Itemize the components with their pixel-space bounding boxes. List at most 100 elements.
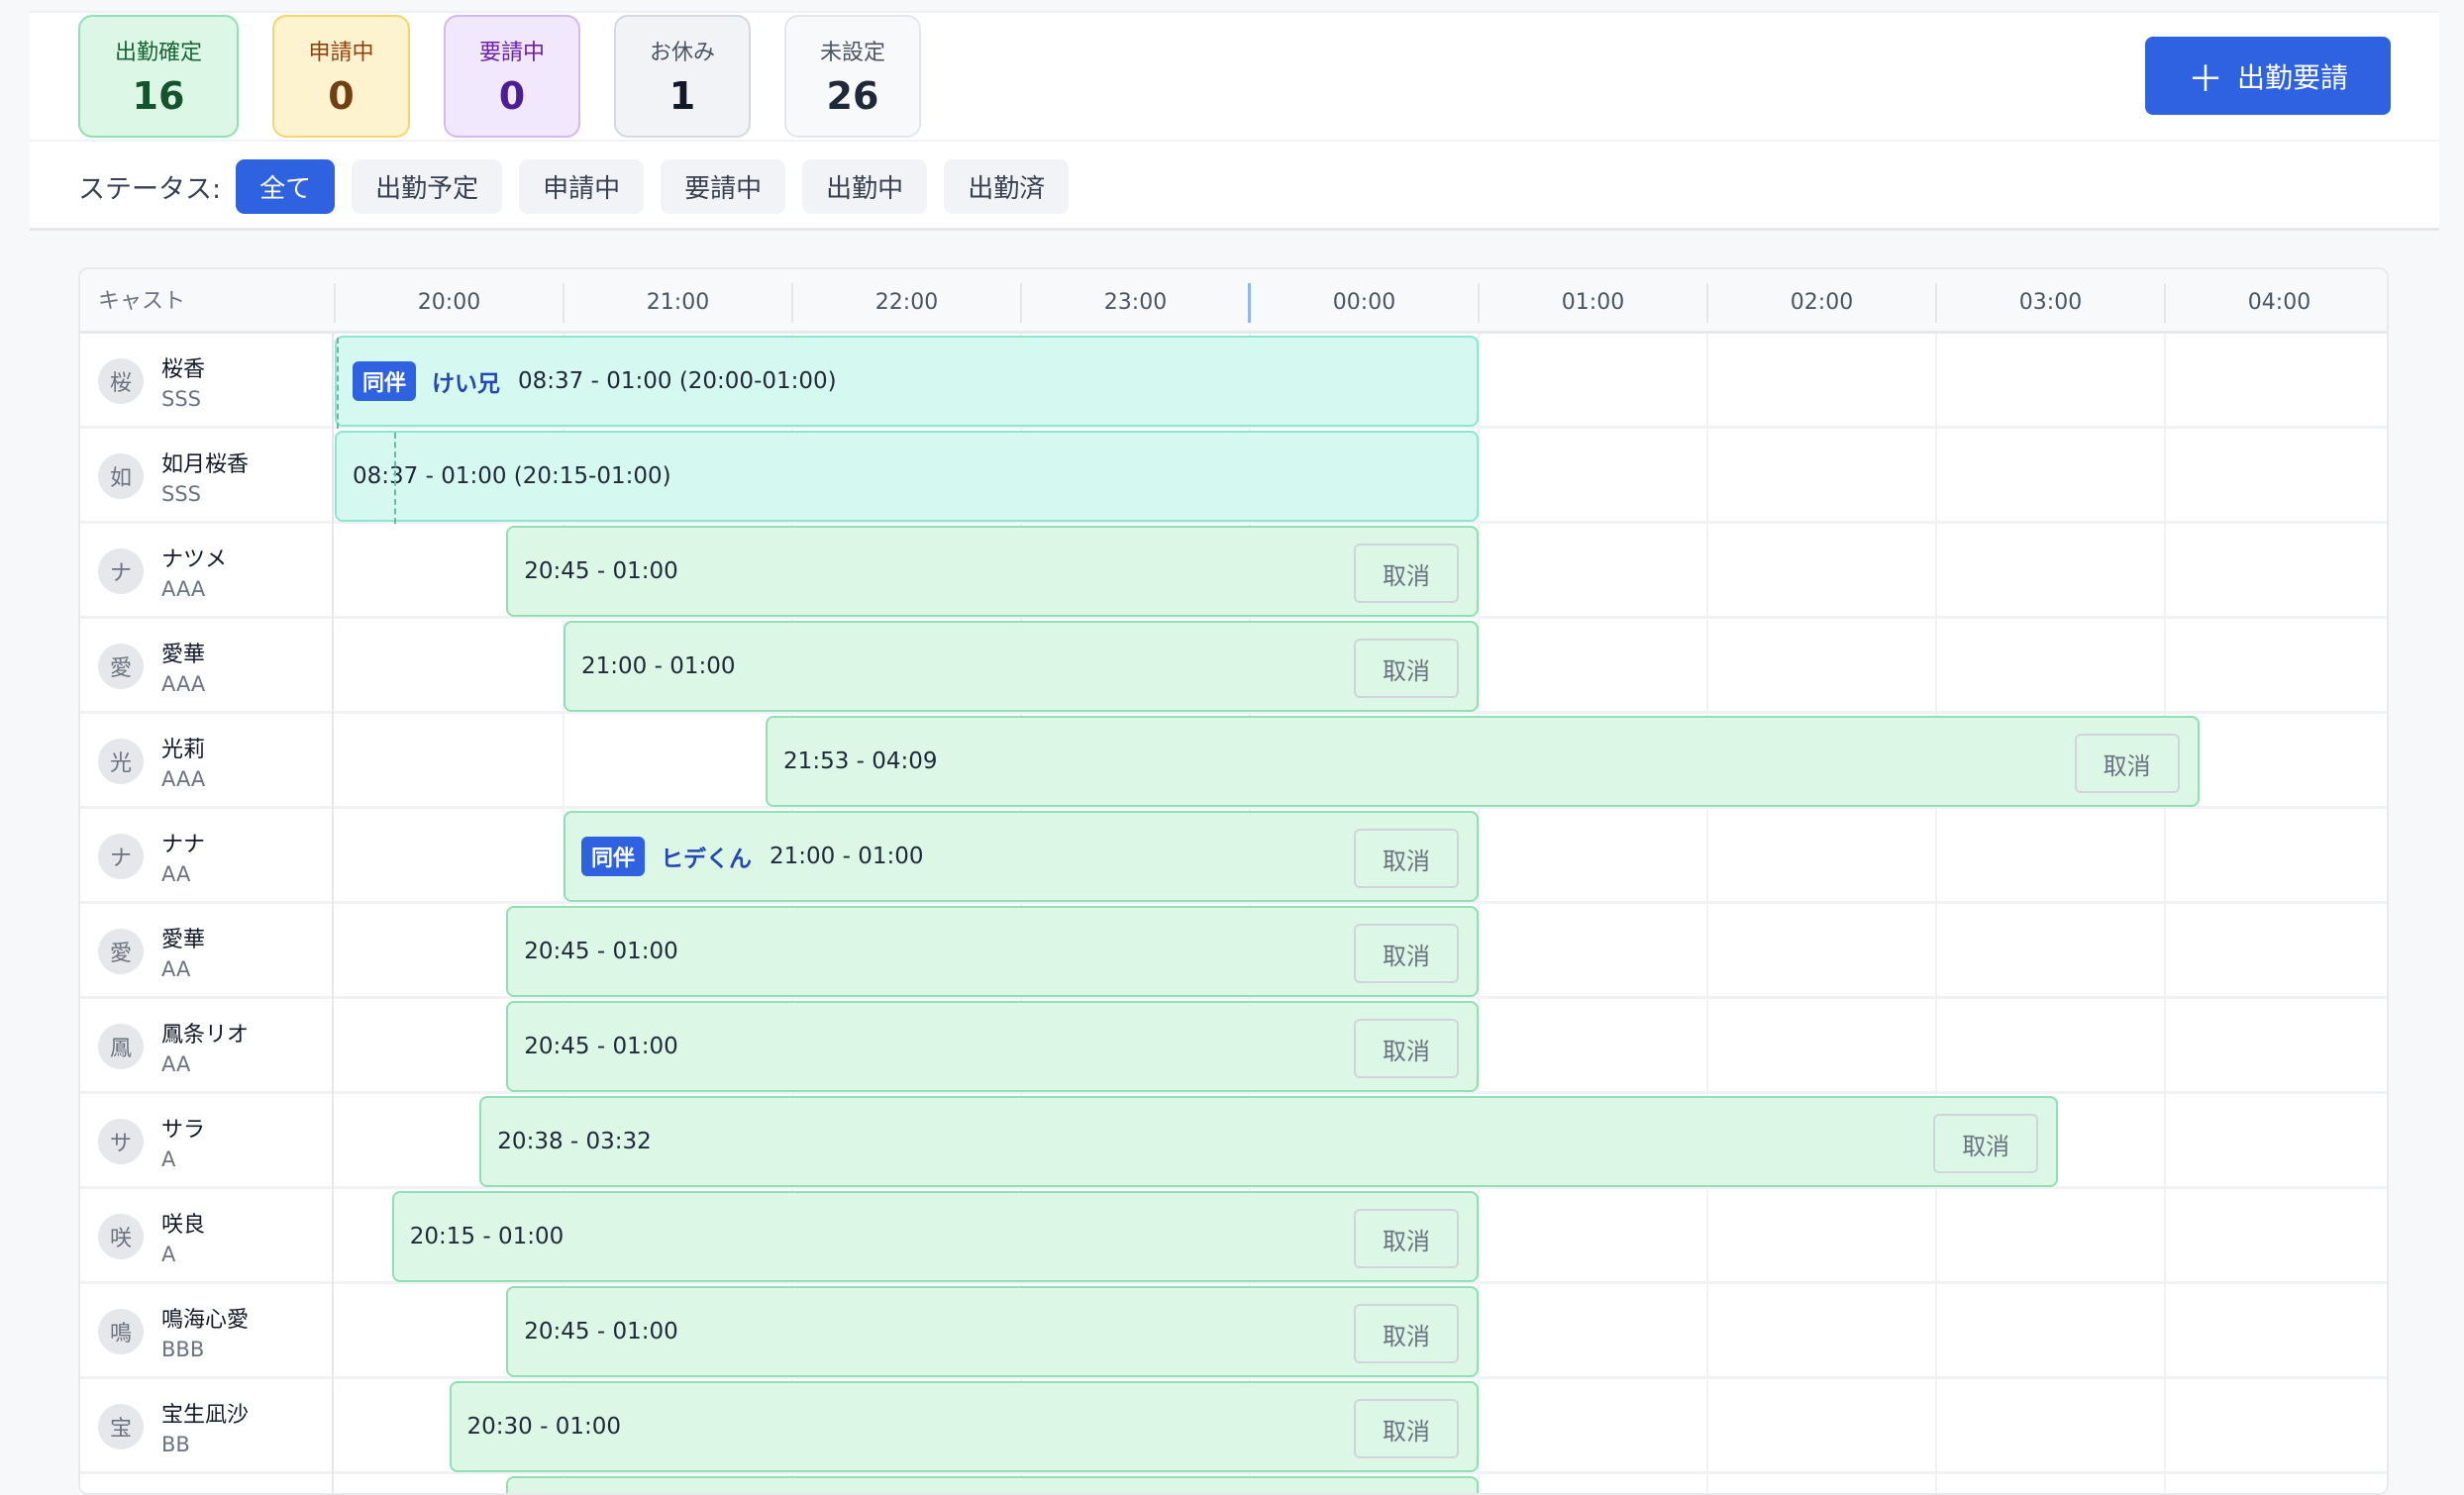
grid-line xyxy=(1478,334,1480,429)
cancel-button[interactable]: 取消 xyxy=(1354,1209,1459,1268)
shift-time: 20:15 - 01:00 xyxy=(409,1224,565,1249)
cancel-button[interactable]: 取消 xyxy=(1354,639,1459,698)
cast-name[interactable]: 宝生凪沙 xyxy=(161,1403,250,1428)
cast-rank: AAA xyxy=(161,577,206,601)
shift-time: 21:00 - 01:00 xyxy=(581,653,736,679)
shift-bar[interactable]: 同伴 ヒデくん 21:00 - 01:00 取消 xyxy=(564,811,1479,902)
shift-time: 08:37 - 01:00 (20:00-01:00) xyxy=(518,368,837,394)
shift-bar[interactable]: 同伴 けい兄 08:37 - 01:00 (20:00-01:00) xyxy=(335,336,1479,429)
start-marker xyxy=(337,338,339,429)
stat-value: 0 xyxy=(498,74,526,118)
grid-line xyxy=(1706,1189,1708,1284)
cast-rank: AA xyxy=(161,862,191,886)
cancel-button[interactable]: 取消 xyxy=(1354,1304,1459,1363)
cast-cell: 愛愛華 AA xyxy=(80,904,334,999)
shift-bar[interactable]: 20:15 - 01:00 取消 xyxy=(391,1191,1479,1282)
grid-line xyxy=(1935,1474,1937,1493)
cast-name[interactable]: 桜香 xyxy=(161,357,206,382)
filter-option[interactable]: 出勤済 xyxy=(944,159,1070,214)
grid-line xyxy=(2164,524,2166,619)
cancel-button[interactable]: 取消 xyxy=(1354,544,1459,603)
grid-line xyxy=(1935,999,1937,1094)
cancel-button[interactable]: 取消 xyxy=(1354,829,1459,888)
grid-line xyxy=(1706,904,1708,999)
stat-card[interactable]: 申請中 0 xyxy=(272,15,410,138)
shift-time: 20:30 - 01:00 xyxy=(466,1414,622,1440)
cancel-button[interactable]: 取消 xyxy=(2074,734,2180,793)
cast-name[interactable]: 咲良 xyxy=(161,1213,206,1238)
shift-bar[interactable]: 20:45 - 01:00 取消 xyxy=(506,1001,1479,1092)
filter-option[interactable]: 出勤中 xyxy=(802,159,928,214)
stat-label: 申請中 xyxy=(308,41,374,65)
cast-cell: 咲咲良 A xyxy=(80,1189,334,1284)
cast-rank: BB xyxy=(161,1433,190,1456)
filter-option[interactable]: 出勤予定 xyxy=(352,159,503,214)
cast-info: 桜香 SSS xyxy=(161,351,205,411)
cast-name[interactable]: サラ xyxy=(161,1118,206,1143)
filter-option[interactable]: 要請中 xyxy=(661,159,786,214)
stat-value: 0 xyxy=(328,74,355,118)
grid-line xyxy=(1935,809,1937,904)
shift-bar[interactable]: 20:38 - 03:32 取消 xyxy=(479,1096,2059,1187)
cast-name[interactable]: 愛華 xyxy=(161,643,206,667)
stat-card[interactable]: 未設定 26 xyxy=(784,15,921,138)
grid-line xyxy=(1706,429,1708,524)
table-row: 愛愛華 AA 20:45 - 01:00 取消 xyxy=(80,904,2387,999)
cast-rank: AA xyxy=(161,1052,191,1076)
cast-name[interactable]: 鳴海心愛 xyxy=(161,1308,250,1333)
cancel-button[interactable]: 取消 xyxy=(1354,1399,1459,1458)
stat-value: 1 xyxy=(668,74,696,118)
grid-line xyxy=(2164,1284,2166,1379)
hour-label: 04:00 xyxy=(2164,283,2387,323)
cast-cell: 宝宝生凪沙 BB xyxy=(80,1379,334,1474)
cast-name[interactable]: ナツメ xyxy=(161,548,228,572)
grid-line xyxy=(1706,999,1708,1094)
shift-bar[interactable]: 20:45 - 01:00 取消 xyxy=(506,906,1479,997)
attendance-request-label: 出勤要請 xyxy=(2237,61,2349,93)
companion-badge: 同伴 xyxy=(581,837,646,876)
shift-bar[interactable]: 21:00 - 01:00 取消 xyxy=(564,621,1479,712)
cast-name[interactable]: 光莉 xyxy=(161,738,206,762)
cancel-button[interactable]: 取消 xyxy=(1354,924,1459,983)
cast-name[interactable]: ナナ xyxy=(161,833,206,857)
cast-info: 咲良 A xyxy=(161,1207,205,1266)
shift-bar[interactable] xyxy=(506,1476,1479,1493)
avatar: 光 xyxy=(98,739,144,784)
avatar: 愛 xyxy=(98,644,144,689)
hour-label: 01:00 xyxy=(1478,283,1706,323)
cast-name[interactable]: 鳳条リオ xyxy=(161,1023,250,1047)
cast-info: 愛華 AA xyxy=(161,922,205,981)
grid-line xyxy=(1478,619,1480,714)
shift-time: 08:37 - 01:00 (20:15-01:00) xyxy=(353,463,671,489)
table-row: 咲咲良 A 20:15 - 01:00 取消 xyxy=(80,1189,2387,1284)
avatar: 咲 xyxy=(98,1214,144,1259)
attendance-request-button[interactable]: ＋ 出勤要請 xyxy=(2145,37,2391,115)
stat-card[interactable]: お休み 1 xyxy=(614,15,751,138)
status-filter: ステータス: 全て 出勤予定 申請中 要請中 出勤中 出勤済 xyxy=(78,159,1070,214)
shift-bar[interactable]: 20:30 - 01:00 取消 xyxy=(449,1381,1479,1472)
cast-name[interactable]: 如月桜香 xyxy=(161,452,250,477)
stat-card[interactable]: 要請中 0 xyxy=(444,15,580,138)
filter-option[interactable]: 全て xyxy=(236,159,336,214)
shift-bar[interactable]: 20:45 - 01:00 取消 xyxy=(506,1286,1479,1377)
cast-cell: 鳴鳴海心愛 BBB xyxy=(80,1284,334,1379)
filter-option[interactable]: 申請中 xyxy=(519,159,645,214)
shift-bar[interactable]: 08:37 - 01:00 (20:15-01:00) xyxy=(335,431,1479,524)
plus-icon: ＋ xyxy=(2187,57,2223,99)
shift-bar[interactable]: 20:45 - 01:00 取消 xyxy=(506,526,1479,617)
shift-bar[interactable]: 21:53 - 04:09 取消 xyxy=(766,716,2200,807)
cancel-button[interactable]: 取消 xyxy=(1354,1019,1459,1078)
cast-info: 愛華 AAA xyxy=(161,637,205,696)
grid-line xyxy=(2164,619,2166,714)
avatar: 愛 xyxy=(98,929,144,974)
grid-line xyxy=(1478,809,1480,904)
grid-line xyxy=(1478,904,1480,999)
cast-info: 光莉 AAA xyxy=(161,732,205,791)
hour-label: 21:00 xyxy=(563,283,791,323)
stat-card[interactable]: 出勤確定 16 xyxy=(78,15,239,138)
grid-line xyxy=(1935,1189,1937,1284)
cast-name[interactable]: 愛華 xyxy=(161,928,206,952)
timeline-header: キャスト 20:00 21:00 22:00 23:00 00:00 01:00 02:00… xyxy=(80,269,2387,334)
shift-time: 21:00 - 01:00 xyxy=(770,844,924,869)
cancel-button[interactable]: 取消 xyxy=(1933,1114,2039,1173)
